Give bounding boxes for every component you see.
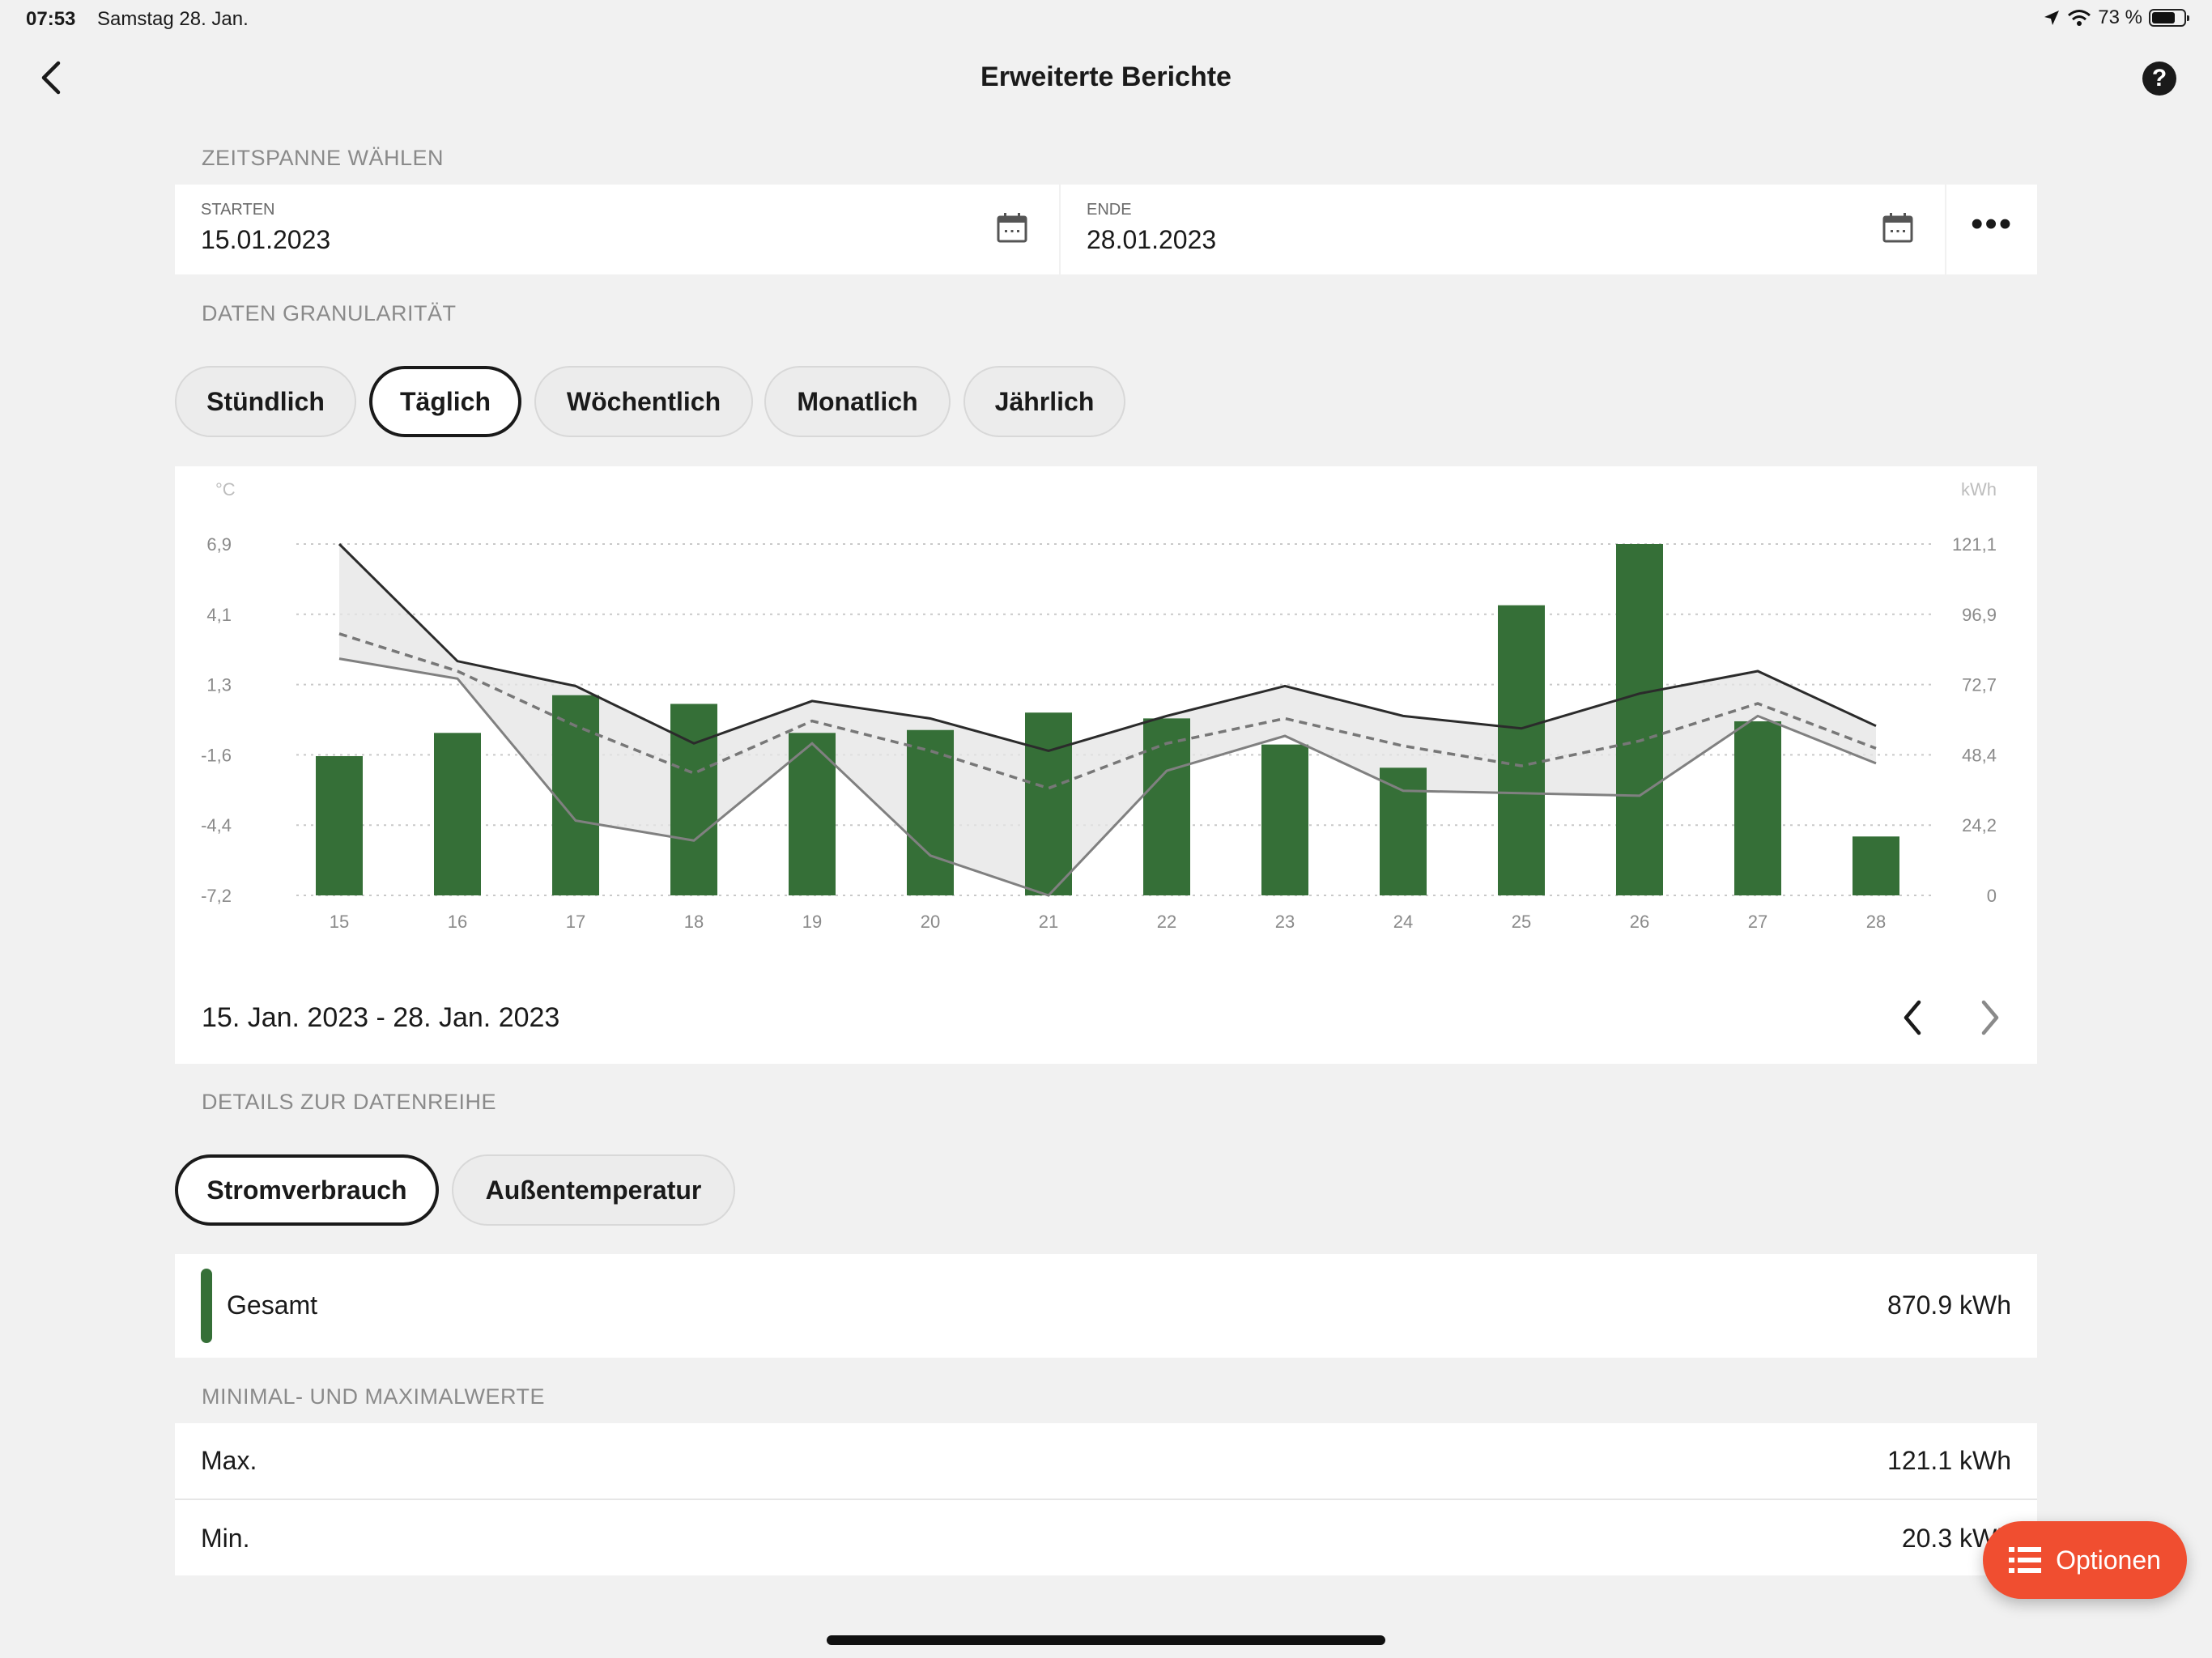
x-tick-label: 25 <box>1512 912 1531 932</box>
back-chevron-icon[interactable] <box>32 57 68 99</box>
status-indicators: 73 % <box>2043 6 2189 29</box>
minmax-card: Max. 121.1 kWh Min. 20.3 kWh <box>175 1423 2037 1575</box>
more-dots-icon: ••• <box>1971 204 2014 244</box>
wifi-icon <box>2068 10 2091 26</box>
y-right-tick-label: 72,7 <box>1962 675 1997 695</box>
end-date-value: 28.01.2023 <box>1087 225 1217 254</box>
consumption-bar <box>789 733 836 895</box>
y-right-unit: kWh <box>1961 479 1997 500</box>
temperature-avg-line <box>338 632 1877 790</box>
x-tick-label: 21 <box>1039 912 1058 932</box>
battery-percent: 73 % <box>2098 6 2142 28</box>
temperature-max-line <box>338 542 1877 753</box>
x-tick-label: 16 <box>448 912 467 932</box>
start-date-field[interactable]: STARTEN 15.01.2023 <box>175 185 1059 274</box>
x-tick-label: 28 <box>1866 912 1886 932</box>
consumption-bar <box>434 733 481 895</box>
consumption-bar <box>1380 767 1427 895</box>
y-left-unit: °C <box>215 479 236 500</box>
chart-date-range: 15. Jan. 2023 - 28. Jan. 2023 <box>202 1002 560 1033</box>
location-icon <box>2044 11 2060 25</box>
consumption-bar <box>552 695 599 895</box>
consumption-bar <box>1261 744 1308 895</box>
granularity-section-label: DATEN GRANULARITÄT <box>202 301 457 325</box>
y-right-tick-label: 0 <box>1987 886 1997 906</box>
consumption-bar <box>1853 836 1899 895</box>
max-value: 121.1 kWh <box>1887 1446 2011 1475</box>
page-title: Erweiterte Berichte <box>981 62 1231 92</box>
consumption-bar <box>670 704 717 895</box>
consumption-bar <box>907 729 954 895</box>
chart-card: 6,9 121,1 4,1 96,9 1,3 72,7 -1,6 48,4 -4,4 24,2 -7… <box>175 466 2037 1064</box>
temperature-min-line <box>338 657 1877 897</box>
x-tick-label: 20 <box>921 912 940 932</box>
series-details-section-label: DETAILS ZUR DATENREIHE <box>202 1090 497 1114</box>
y-left-tick-label: -7,2 <box>201 886 232 906</box>
y-left-tick-label: 4,1 <box>206 605 232 625</box>
x-tick-label: 15 <box>330 912 349 932</box>
calendar-icon[interactable] <box>996 212 1028 244</box>
y-left-tick-label: 1,3 <box>206 675 232 695</box>
min-label: Min. <box>201 1524 250 1553</box>
x-tick-label: 19 <box>802 912 822 932</box>
consumption-bar <box>1734 721 1781 895</box>
options-label: Optionen <box>2056 1545 2161 1575</box>
chart-next-chevron-icon[interactable] <box>1974 997 2006 1038</box>
battery-icon <box>2149 9 2189 27</box>
y-right-tick-label: 96,9 <box>1962 605 1997 625</box>
y-right-tick-label: 121,1 <box>1952 534 1997 555</box>
consumption-temperature-chart: 6,9 121,1 4,1 96,9 1,3 72,7 -1,6 48,4 -4,4 24,2 -7… <box>201 479 1997 932</box>
consumption-bar <box>316 755 363 895</box>
temperature-range-band <box>339 544 1876 895</box>
x-tick-label: 27 <box>1748 912 1767 932</box>
granularity-monthly[interactable]: Monatlich <box>764 366 951 437</box>
row-divider <box>175 1499 2037 1500</box>
granularity-weekly[interactable]: Wöchentlich <box>534 366 753 437</box>
consumption-bar <box>1616 544 1663 895</box>
y-left-tick-label: -1,6 <box>201 745 232 765</box>
tab-power-consumption[interactable]: Stromverbrauch <box>175 1154 439 1226</box>
consumption-bar <box>1143 718 1190 895</box>
granularity-hourly[interactable]: Stündlich <box>175 366 356 437</box>
help-icon[interactable]: ? <box>2142 62 2176 96</box>
granularity-daily[interactable]: Täglich <box>369 366 521 437</box>
start-date-value: 15.01.2023 <box>201 225 331 254</box>
minmax-section-label: MINIMAL- UND MAXIMALWERTE <box>202 1384 546 1409</box>
y-left-tick-label: -4,4 <box>201 815 232 835</box>
x-tick-label: 22 <box>1157 912 1176 932</box>
status-date: Samstag 28. Jan. <box>97 8 249 30</box>
tab-outside-temperature[interactable]: Außentemperatur <box>452 1154 735 1226</box>
y-right-tick-label: 48,4 <box>1962 745 1997 765</box>
status-time: 07:53 <box>26 8 76 30</box>
total-value: 870.9 kWh <box>1887 1290 2011 1320</box>
y-right-tick-label: 24,2 <box>1962 815 1997 835</box>
end-date-label: ENDE <box>1087 201 1132 219</box>
timespan-section-label: ZEITSPANNE WÄHLEN <box>202 146 445 170</box>
y-left-tick-label: 6,9 <box>206 534 232 555</box>
x-tick-label: 26 <box>1630 912 1649 932</box>
list-icon <box>2009 1547 2042 1573</box>
start-date-label: STARTEN <box>201 201 275 219</box>
more-options-button[interactable]: ••• <box>1946 185 2037 274</box>
total-label: Gesamt <box>227 1290 318 1320</box>
end-date-field[interactable]: ENDE 28.01.2023 <box>1061 185 1945 274</box>
granularity-yearly[interactable]: Jährlich <box>963 366 1125 437</box>
home-indicator <box>827 1635 1385 1645</box>
calendar-icon[interactable] <box>1882 212 1914 244</box>
consumption-bar <box>1025 712 1072 895</box>
x-tick-label: 18 <box>684 912 704 932</box>
x-tick-label: 17 <box>566 912 585 932</box>
x-tick-label: 23 <box>1275 912 1295 932</box>
series-color-swatch <box>201 1269 212 1343</box>
options-button[interactable]: Optionen <box>1983 1521 2187 1599</box>
consumption-bar <box>1498 605 1545 895</box>
max-label: Max. <box>201 1446 257 1475</box>
x-tick-label: 24 <box>1393 912 1413 932</box>
total-row: Gesamt 870.9 kWh <box>175 1254 2037 1358</box>
chart-prev-chevron-icon[interactable] <box>1896 997 1929 1038</box>
